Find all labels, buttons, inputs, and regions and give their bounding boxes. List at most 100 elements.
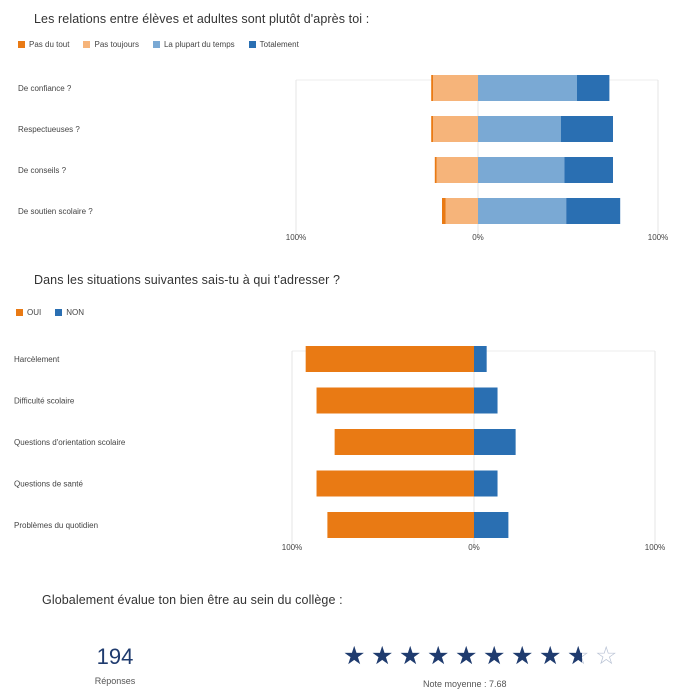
chart1-bar-neg-1-row-0 bbox=[433, 75, 478, 101]
chart1-bar-1-row-1 bbox=[560, 116, 613, 142]
chart1-bar-neg-1-row-1 bbox=[433, 116, 478, 142]
star-outline-icon: ☆ bbox=[595, 642, 618, 670]
chart2-legend-swatch-0 bbox=[16, 309, 23, 316]
chart1-legend-item-0: Pas du tout bbox=[18, 40, 69, 49]
star-outline-icon: ☆ bbox=[399, 642, 422, 670]
star-filled-icon: ★ bbox=[399, 644, 422, 669]
chart2-bar-neg-0-row-1 bbox=[316, 387, 474, 414]
chart2-category-label: Questions d'orientation scolaire bbox=[14, 438, 126, 447]
chart2-legend-item-0: OUI bbox=[16, 308, 41, 317]
chart2-tick-label-0: 100% bbox=[282, 543, 302, 552]
chart1-legend-item-2: La plupart du temps bbox=[152, 40, 235, 49]
chart2-bar-neg-0-row-0 bbox=[305, 346, 474, 372]
chart1-bar-neg-0-row-0 bbox=[431, 75, 433, 101]
star-icon: ☆★ bbox=[483, 644, 508, 669]
chart2-legend-label-0: OUI bbox=[27, 308, 42, 317]
chart1-tick-label-0: 100% bbox=[286, 233, 306, 242]
chart2-svg: Harcèlement Difficulté scolaire Questions … bbox=[14, 346, 665, 552]
star-icon: ☆★ bbox=[511, 644, 536, 669]
chart2-bar-0-row-0 bbox=[474, 346, 487, 372]
responses-stat: 194 Réponses bbox=[70, 644, 160, 686]
chart2-bar-0-row-2 bbox=[474, 429, 516, 455]
chart1-legend-label-1: Pas toujours bbox=[94, 40, 139, 49]
chart1-legend: Pas du tout Pas toujours La plupart du tem… bbox=[18, 40, 299, 49]
star-filled-icon: ★ bbox=[343, 644, 366, 669]
chart1-category-label: De soutien scolaire ? bbox=[18, 207, 93, 216]
star-outline-icon: ☆ bbox=[427, 642, 450, 670]
chart2-bar-0-row-4 bbox=[474, 512, 509, 538]
chart1-legend-label-0: Pas du tout bbox=[29, 40, 70, 49]
chart1-bar-0-row-3 bbox=[478, 198, 567, 224]
q3-title: Globalement évalue ton bien être au sein… bbox=[42, 593, 343, 607]
chart1-legend-swatch-0 bbox=[18, 41, 25, 48]
chart2-category-label: Harcèlement bbox=[14, 355, 60, 364]
star-outline-icon: ☆ bbox=[343, 642, 366, 670]
chart1-bar-neg-0-row-1 bbox=[431, 116, 433, 142]
chart1-bar-neg-1-row-2 bbox=[436, 157, 478, 183]
responses-label: Réponses bbox=[94, 676, 136, 686]
chart1-svg: De confiance ? Respectueuses ? De conseils… bbox=[18, 75, 668, 242]
chart2-bar-0-row-1 bbox=[474, 387, 498, 414]
chart1-bar-neg-0-row-3 bbox=[442, 198, 446, 224]
chart1-category-label: Respectueuses ? bbox=[18, 125, 80, 134]
chart1-legend-swatch-2 bbox=[152, 41, 160, 48]
chart1-bar-0-row-0 bbox=[478, 75, 577, 101]
chart1-bar-0-row-2 bbox=[478, 157, 565, 183]
chart2-legend-item-1: NON bbox=[55, 308, 84, 317]
chart2-category-label: Difficulté scolaire bbox=[14, 397, 75, 406]
star-filled-icon: ★ bbox=[511, 644, 534, 669]
chart2-bar-neg-0-row-3 bbox=[316, 470, 474, 497]
star-icon: ☆★ bbox=[567, 644, 592, 669]
star-filled-icon: ★ bbox=[455, 644, 478, 669]
star-filled-icon: ★ bbox=[539, 644, 562, 669]
star-outline-icon: ☆ bbox=[511, 642, 534, 670]
chart1-bar-1-row-3 bbox=[566, 198, 621, 224]
star-outline-icon: ☆ bbox=[455, 642, 478, 670]
chart1-bar-neg-0-row-2 bbox=[434, 157, 437, 183]
star-icon: ☆★ bbox=[427, 644, 452, 669]
star-filled-icon: ★ bbox=[483, 644, 506, 669]
chart2-bar-0-row-3 bbox=[474, 470, 498, 497]
chart2-tick-label-2: 100% bbox=[645, 543, 665, 552]
chart1-bar-0-row-1 bbox=[478, 116, 561, 142]
chart1-legend-label-2: La plupart du temps bbox=[163, 40, 235, 49]
chart2-bar-neg-0-row-4 bbox=[327, 512, 474, 538]
q2-title: Dans les situations suivantes sais-tu à … bbox=[34, 273, 341, 287]
chart1-legend-item-1: Pas toujours bbox=[83, 40, 139, 49]
star-filled-icon: ★ bbox=[427, 644, 450, 669]
star-filled-icon: ★ bbox=[371, 644, 394, 669]
chart2-category-label: Questions de santé bbox=[14, 480, 83, 489]
chart1-category-label: De conseils ? bbox=[18, 166, 67, 175]
responses-count: 194 bbox=[96, 644, 134, 669]
star-outline-icon: ☆ bbox=[483, 642, 506, 670]
star-icon: ☆★ bbox=[343, 644, 368, 669]
chart2-legend-label-1: NON bbox=[66, 308, 85, 317]
chart1-legend-swatch-1 bbox=[83, 41, 91, 48]
chart2-legend-swatch-1 bbox=[55, 309, 63, 316]
star-icon: ☆★ bbox=[399, 644, 424, 669]
average-rating-label: Note moyenne : 7.68 bbox=[423, 679, 507, 689]
chart1-bar-1-row-0 bbox=[577, 75, 610, 101]
q1-title: Les relations entre élèves et adultes so… bbox=[34, 12, 370, 26]
chart1-bar-1-row-2 bbox=[564, 157, 613, 183]
chart1-legend-label-3: Totalement bbox=[259, 40, 299, 49]
star-icon: ☆★ bbox=[595, 644, 620, 669]
star-icon: ☆★ bbox=[539, 644, 564, 669]
chart1-tick-label-2: 100% bbox=[648, 233, 668, 242]
star-outline-icon: ☆ bbox=[371, 642, 394, 670]
star-icon: ☆★ bbox=[371, 644, 396, 669]
chart2-category-label: Problèmes du quotidien bbox=[14, 521, 98, 530]
chart1-legend-swatch-3 bbox=[248, 41, 256, 48]
chart1-tick-label-1: 0% bbox=[472, 233, 484, 242]
star-icon: ☆★ bbox=[455, 644, 480, 669]
star-outline-icon: ☆ bbox=[539, 642, 562, 670]
chart1-legend-item-3: Totalement bbox=[248, 40, 299, 49]
chart2-tick-label-1: 0% bbox=[468, 543, 480, 552]
star-outline-icon: ☆ bbox=[567, 642, 590, 670]
chart1-category-label: De confiance ? bbox=[18, 84, 72, 93]
chart2-legend: OUI NON bbox=[16, 308, 84, 317]
rating-stars: ☆★☆★☆★☆★☆★☆★☆★☆★☆★☆★ bbox=[343, 644, 620, 669]
star-filled-icon: ★ bbox=[567, 644, 582, 669]
chart1-bar-neg-1-row-3 bbox=[445, 198, 478, 224]
chart2-bar-neg-0-row-2 bbox=[334, 429, 474, 455]
